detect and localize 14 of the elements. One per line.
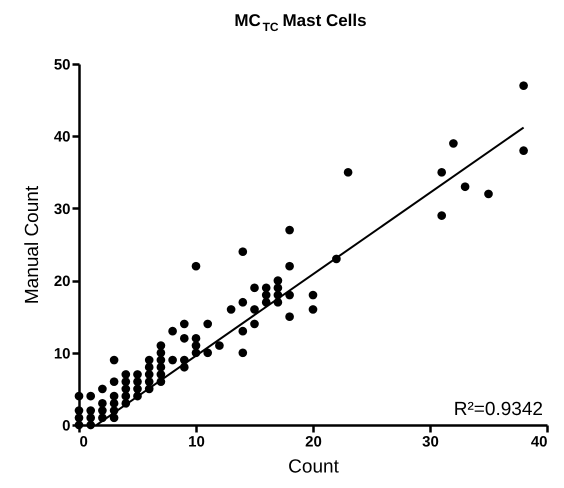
x-tick-label: 10 — [188, 434, 205, 450]
annotation: R²=0.9342 — [454, 399, 543, 420]
x-tick-label: 30 — [422, 434, 439, 450]
y-tick-label: 10 — [54, 345, 70, 362]
x-tick-label: 20 — [305, 434, 322, 450]
x-axis-title: Count — [288, 456, 340, 478]
y-tick-label: 0 — [62, 418, 70, 434]
y-tick-label: 50 — [54, 56, 70, 74]
y-tick-label: 40 — [54, 128, 70, 146]
x-tick-label: 40 — [530, 434, 548, 450]
y-tick-label: 20 — [54, 273, 70, 290]
y-axis-title: Manual Count — [22, 185, 43, 304]
y-tick-label: 30 — [54, 200, 70, 218]
x-tick-label: 0 — [80, 434, 88, 450]
